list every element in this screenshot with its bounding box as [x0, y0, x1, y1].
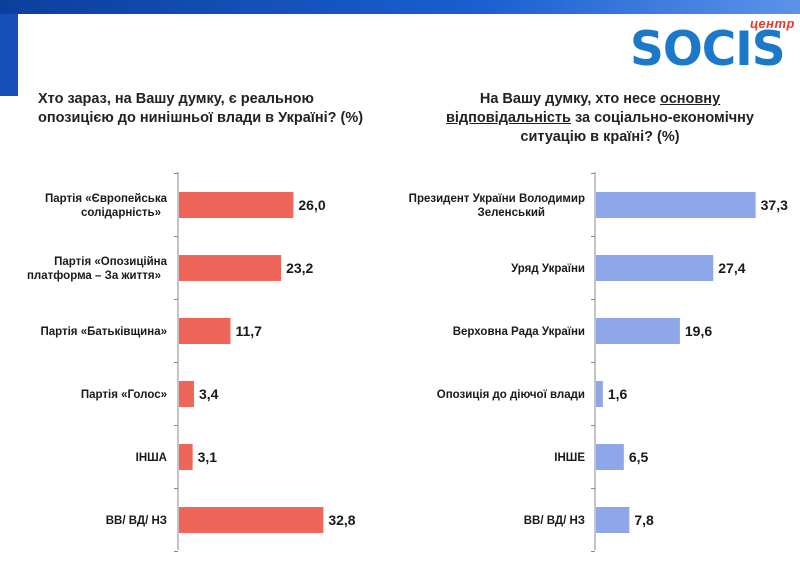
left-accent-strip — [0, 14, 18, 96]
chart-1-value-label: 3,1 — [198, 449, 218, 465]
logo-small-text: центр — [750, 16, 795, 31]
chart-1-category-label: Партія «Голос» — [81, 389, 167, 401]
chart-2-value-label: 1,6 — [608, 386, 628, 402]
chart-2-category-label: Президент України Володимир Зеленський — [409, 193, 585, 219]
chart-1-title: Хто зараз, на Вашу думку, є реальною опо… — [38, 91, 364, 126]
chart-1-value-label: 32,8 — [328, 512, 355, 528]
chart-1-bar — [179, 192, 294, 218]
chart-2-bar — [596, 381, 603, 407]
chart-1-bar — [179, 444, 193, 470]
chart-2-value-label: 6,5 — [629, 449, 649, 465]
header-band — [0, 0, 800, 14]
chart-2-category-label: ВВ/ ВД/ НЗ — [524, 515, 585, 527]
chart-2-bar — [596, 507, 630, 533]
chart-1-category-label: Партія «Батьківщина» — [40, 326, 167, 338]
chart-1-bar — [179, 507, 324, 533]
chart-2-category-label: Верховна Рада України — [453, 326, 585, 338]
chart-2-value-label: 37,3 — [761, 197, 788, 213]
chart-2-title-underlined: основну відповідальність — [445, 91, 721, 126]
chart-2-category-label: Уряд України — [511, 263, 585, 275]
chart-1-bar — [179, 318, 231, 344]
chart-2-value-label: 7,8 — [634, 512, 654, 528]
socis-logo: центр SOCIS — [630, 16, 795, 76]
chart-2-bar — [596, 318, 680, 344]
chart-1-category-label: Партія «Європейська солідарність» — [45, 193, 168, 219]
chart-2-title-part-3: за соціально-економічну ситуацію в країн… — [520, 110, 754, 145]
chart-2-bar — [596, 192, 756, 218]
chart-1-bar — [179, 381, 194, 407]
chart-2-title-part-1: На Вашу думку, хто несе — [479, 91, 661, 107]
chart-2-value-label: 27,4 — [718, 260, 745, 276]
header-gap — [18, 14, 800, 22]
chart-2-value-label: 19,6 — [685, 323, 712, 339]
chart-2-category-label: ІНШЕ — [554, 452, 585, 464]
chart-1-value-label: 26,0 — [298, 197, 325, 213]
chart-2-bar — [596, 255, 714, 281]
logo-main-text: SOCIS — [630, 22, 786, 77]
chart-2-category-label: Опозиція до діючої влади — [437, 389, 585, 401]
chart-1-category-label: Партія «Опозиційна платформа – За життя» — [27, 256, 168, 282]
chart-1-value-label: 23,2 — [286, 260, 313, 276]
chart-1-value-label: 11,7 — [235, 323, 262, 339]
chart-1-category-label: ІНША — [136, 452, 167, 464]
chart-1-bar — [179, 255, 282, 281]
chart-2-bar — [596, 444, 624, 470]
chart-2-title: На Вашу думку, хто несе основну відповід… — [420, 90, 780, 147]
chart-1-category-label: ВВ/ ВД/ НЗ — [106, 515, 167, 527]
chart-1-value-label: 3,4 — [199, 386, 219, 402]
